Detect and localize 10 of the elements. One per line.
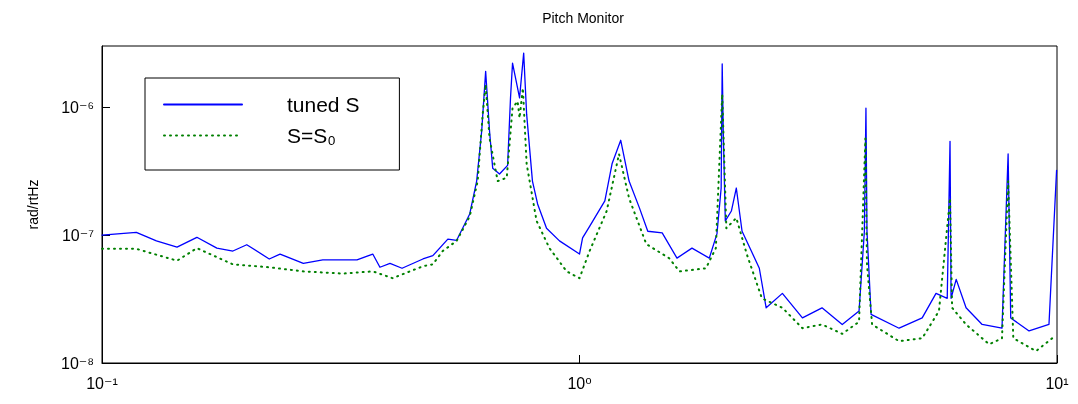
y-tick-label: 10⁻⁸ <box>61 354 94 372</box>
x-tick-label: 10⁰ <box>567 374 592 392</box>
legend-label: S=S₀ <box>287 124 336 147</box>
x-tick-label: 10⁻¹ <box>86 374 118 392</box>
chart-title: Pitch Monitor <box>542 10 625 26</box>
legend-label: tuned S <box>287 93 360 116</box>
y-tick-label: 10⁻⁷ <box>61 226 95 244</box>
y-axis-title: rad/rtHz <box>25 179 41 230</box>
x-tick-label: 10¹ <box>1045 374 1069 392</box>
y-tick-label: 10⁻⁶ <box>61 98 94 116</box>
